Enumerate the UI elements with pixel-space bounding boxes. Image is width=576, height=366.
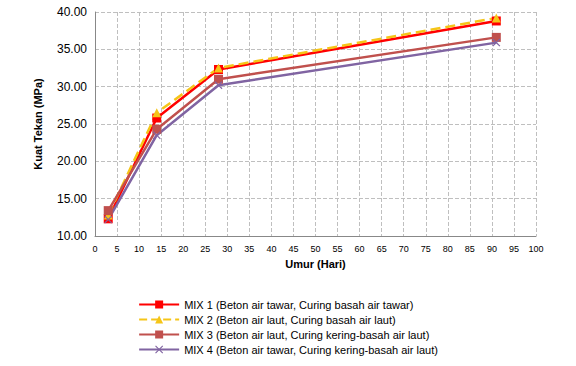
svg-text:15.00: 15.00	[57, 192, 87, 206]
svg-text:20.00: 20.00	[57, 154, 87, 168]
svg-text:30.00: 30.00	[57, 80, 87, 94]
svg-text:50: 50	[310, 244, 320, 254]
svg-text:90: 90	[487, 244, 497, 254]
svg-text:55: 55	[333, 244, 343, 254]
svg-text:95: 95	[509, 244, 519, 254]
svg-text:25: 25	[200, 244, 210, 254]
svg-text:45: 45	[288, 244, 298, 254]
svg-text:15: 15	[156, 244, 166, 254]
svg-text:MIX 1 (Beton air tawar, Curing: MIX 1 (Beton air tawar, Curing basah air…	[184, 299, 413, 311]
svg-text:MIX 4 (Beton air tawar, Curing: MIX 4 (Beton air tawar, Curing kering-ba…	[184, 344, 438, 356]
svg-text:75: 75	[421, 244, 431, 254]
svg-text:5: 5	[115, 244, 120, 254]
svg-text:MIX 3 (Beton air laut, Curing: MIX 3 (Beton air laut, Curing kering-bas…	[184, 329, 429, 341]
svg-text:40.00: 40.00	[57, 5, 87, 19]
svg-text:65: 65	[377, 244, 387, 254]
svg-text:10: 10	[134, 244, 144, 254]
svg-text:40: 40	[266, 244, 276, 254]
svg-text:80: 80	[443, 244, 453, 254]
svg-text:0: 0	[92, 244, 97, 254]
svg-text:35: 35	[244, 244, 254, 254]
svg-text:20: 20	[178, 244, 188, 254]
svg-text:60: 60	[355, 244, 365, 254]
svg-text:25.00: 25.00	[57, 117, 87, 131]
svg-text:70: 70	[399, 244, 409, 254]
svg-text:85: 85	[465, 244, 475, 254]
svg-text:MIX 2 (Beton air laut, Curing: MIX 2 (Beton air laut, Curing basah air …	[184, 314, 396, 326]
svg-text:35.00: 35.00	[57, 42, 87, 56]
svg-text:Umur (Hari): Umur (Hari)	[285, 258, 346, 270]
svg-text:Kuat Tekan (MPa): Kuat Tekan (MPa)	[32, 78, 44, 170]
svg-text:100: 100	[528, 244, 543, 254]
svg-text:10.00: 10.00	[57, 229, 87, 243]
svg-text:30: 30	[222, 244, 232, 254]
